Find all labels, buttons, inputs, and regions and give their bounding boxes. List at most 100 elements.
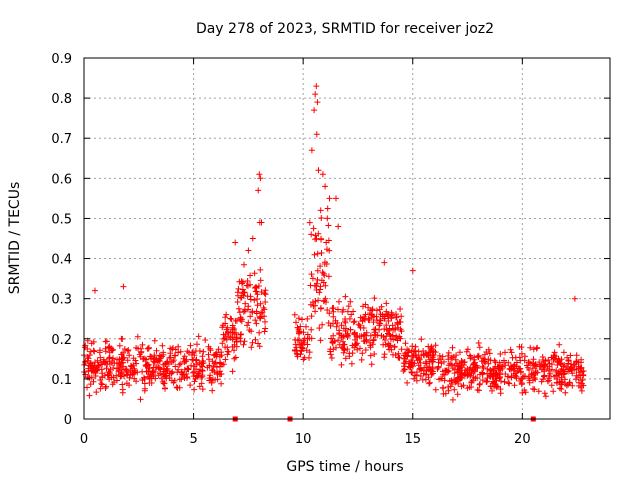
data-point — [187, 342, 194, 349]
data-point — [218, 380, 225, 387]
data-point — [303, 347, 310, 354]
data-point — [567, 352, 574, 359]
data-point — [233, 336, 240, 342]
data-point — [178, 369, 185, 376]
data-point — [257, 266, 264, 273]
data-point — [97, 385, 104, 392]
data-point — [378, 332, 385, 339]
data-point — [501, 359, 507, 366]
data-point — [184, 374, 191, 380]
data-point — [509, 354, 516, 361]
data-point — [236, 278, 243, 285]
data-point — [373, 313, 380, 320]
data-point — [391, 343, 398, 350]
data-point — [545, 357, 552, 363]
data-point — [441, 358, 447, 365]
data-point — [102, 348, 109, 355]
data-point — [540, 376, 546, 383]
data-point — [360, 303, 366, 310]
data-point — [350, 308, 357, 315]
data-point — [261, 313, 268, 320]
data-point — [247, 272, 254, 279]
data-point — [474, 386, 481, 393]
data-point — [454, 391, 461, 398]
data-point — [220, 361, 227, 368]
data-point — [255, 187, 262, 194]
data-point — [84, 357, 91, 364]
data-point — [110, 374, 117, 381]
data-point — [538, 366, 545, 373]
data-point — [261, 290, 268, 297]
data-point — [133, 344, 140, 351]
data-point — [501, 378, 508, 385]
data-point — [310, 225, 317, 232]
data-point — [449, 344, 456, 351]
data-point — [244, 278, 251, 284]
data-point — [489, 387, 495, 394]
data-point — [492, 363, 499, 370]
data-point — [445, 356, 452, 363]
data-point — [359, 350, 366, 357]
data-point — [392, 352, 399, 358]
data-point — [94, 366, 101, 373]
data-point — [195, 333, 202, 340]
data-point — [235, 305, 242, 312]
data-point — [487, 367, 494, 373]
data-point — [436, 376, 443, 383]
data-point — [106, 354, 113, 361]
data-point — [377, 317, 384, 324]
data-point — [551, 349, 558, 356]
data-point — [372, 326, 379, 333]
data-point — [103, 383, 110, 390]
data-point — [413, 372, 420, 378]
data-point — [138, 349, 144, 356]
data-point — [335, 223, 342, 230]
data-point — [181, 353, 188, 360]
data-point — [174, 385, 181, 391]
data-point — [393, 314, 399, 321]
data-point — [472, 364, 479, 370]
data-point — [161, 380, 168, 387]
data-point — [198, 380, 205, 387]
data-point — [518, 350, 525, 357]
data-point — [416, 366, 423, 372]
data-point — [511, 382, 518, 389]
data-point — [565, 360, 572, 367]
data-point — [445, 349, 452, 356]
y-tick-label: 0.1 — [51, 373, 72, 388]
data-point — [358, 333, 365, 340]
data-point — [325, 273, 332, 280]
data-point — [292, 341, 299, 348]
data-point — [87, 348, 94, 355]
x-tick-label: 0 — [80, 432, 88, 447]
data-point — [247, 296, 254, 303]
data-point — [381, 326, 388, 332]
data-point — [333, 344, 339, 351]
data-point — [523, 362, 530, 369]
data-point — [162, 385, 168, 392]
data-point — [502, 349, 508, 356]
data-point — [294, 324, 301, 331]
data-point — [116, 342, 123, 349]
data-point — [569, 370, 576, 377]
data-point — [565, 381, 572, 388]
data-point — [141, 387, 148, 394]
data-point — [333, 323, 340, 330]
data-point — [405, 363, 412, 370]
data-point — [139, 341, 146, 348]
data-point — [526, 366, 533, 373]
data-point — [365, 315, 372, 322]
data-point — [318, 250, 325, 256]
data-point — [338, 344, 345, 351]
data-point — [259, 309, 266, 316]
data-point — [359, 318, 366, 325]
data-point — [443, 368, 449, 374]
data-point — [562, 389, 569, 396]
data-point — [563, 382, 570, 389]
data-point — [207, 347, 214, 354]
data-point — [427, 348, 434, 355]
data-point — [356, 322, 363, 329]
data-point — [262, 291, 269, 298]
data-point — [370, 319, 377, 326]
data-point — [405, 349, 412, 356]
